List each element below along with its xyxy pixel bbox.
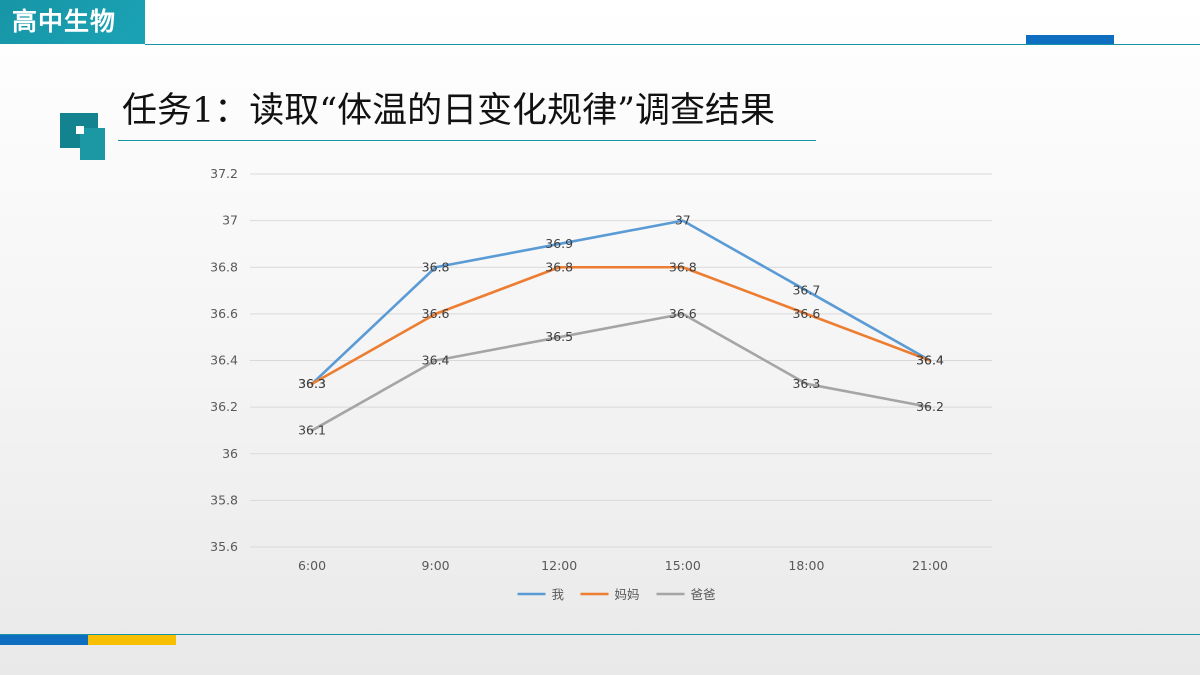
data-label: 36.4 — [422, 353, 450, 368]
header-divider — [145, 44, 1200, 45]
y-tick-label: 36.6 — [210, 306, 238, 321]
data-label: 36.1 — [298, 422, 326, 437]
x-axis-ticks: 6:00 9:00 12:00 15:00 18:00 21:00 — [298, 558, 948, 573]
x-tick-label: 21:00 — [912, 558, 948, 573]
data-label: 36.6 — [422, 306, 450, 321]
series-line-2 — [310, 265, 932, 386]
data-label: 36.8 — [545, 259, 573, 274]
data-label: 36.9 — [545, 236, 573, 251]
page-title: 任务1：读取“体温的日变化规律”调查结果 — [122, 91, 776, 131]
subject-tag: 高中生物 — [0, 0, 145, 44]
legend-label: 我 — [552, 587, 565, 602]
title-decoration-overlay — [80, 128, 105, 160]
footer-divider — [0, 634, 1200, 635]
title-underline — [118, 140, 816, 141]
x-tick-label: 15:00 — [665, 558, 701, 573]
data-label: 36.6 — [792, 306, 820, 321]
data-label: 36.8 — [669, 259, 697, 274]
y-tick-label: 36.8 — [210, 259, 238, 274]
data-label: 36.3 — [298, 376, 326, 391]
title-decoration-notch — [76, 126, 84, 134]
series-line-1 — [310, 219, 932, 386]
data-label: 36.4 — [916, 353, 944, 368]
legend-label: 妈妈 — [615, 587, 640, 602]
y-axis-ticks: 35.6 35.8 36 36.2 36.4 36.6 36.8 37 37.2 — [210, 166, 238, 554]
header-accent-bar — [1026, 35, 1114, 44]
y-tick-label: 37 — [222, 213, 238, 228]
chart-data-labels: 36.3 36.8 36.9 37 36.7 36.4 36.3 36.6 36.8 36.8 36… — [298, 213, 944, 438]
y-tick-label: 37.2 — [210, 166, 238, 181]
data-label: 36.7 — [792, 283, 820, 298]
y-tick-label: 35.8 — [210, 492, 238, 507]
data-label: 37 — [675, 213, 691, 228]
legend-label: 爸爸 — [691, 587, 716, 602]
data-label: 36.8 — [422, 259, 450, 274]
chart-gridlines — [250, 173, 992, 548]
series-line-3 — [310, 312, 932, 432]
data-label: 36.3 — [298, 376, 326, 391]
footer-accent-blue — [0, 635, 88, 645]
y-tick-label: 36.2 — [210, 399, 238, 414]
data-label: 36.5 — [545, 329, 573, 344]
data-label: 36.3 — [792, 376, 820, 391]
footer-accent-yellow — [88, 635, 176, 645]
data-label: 36.2 — [916, 399, 944, 414]
y-tick-label: 35.6 — [210, 539, 238, 554]
data-label: 36.6 — [669, 306, 697, 321]
x-tick-label: 6:00 — [298, 558, 326, 573]
data-label: 36.4 — [916, 353, 944, 368]
chart-legend: 我 妈妈 爸爸 — [517, 587, 716, 602]
x-tick-label: 18:00 — [788, 558, 824, 573]
y-tick-label: 36.4 — [210, 353, 238, 368]
y-tick-label: 36 — [222, 446, 238, 461]
x-tick-label: 9:00 — [422, 558, 450, 573]
x-tick-label: 12:00 — [541, 558, 577, 573]
chart-series — [310, 219, 932, 432]
